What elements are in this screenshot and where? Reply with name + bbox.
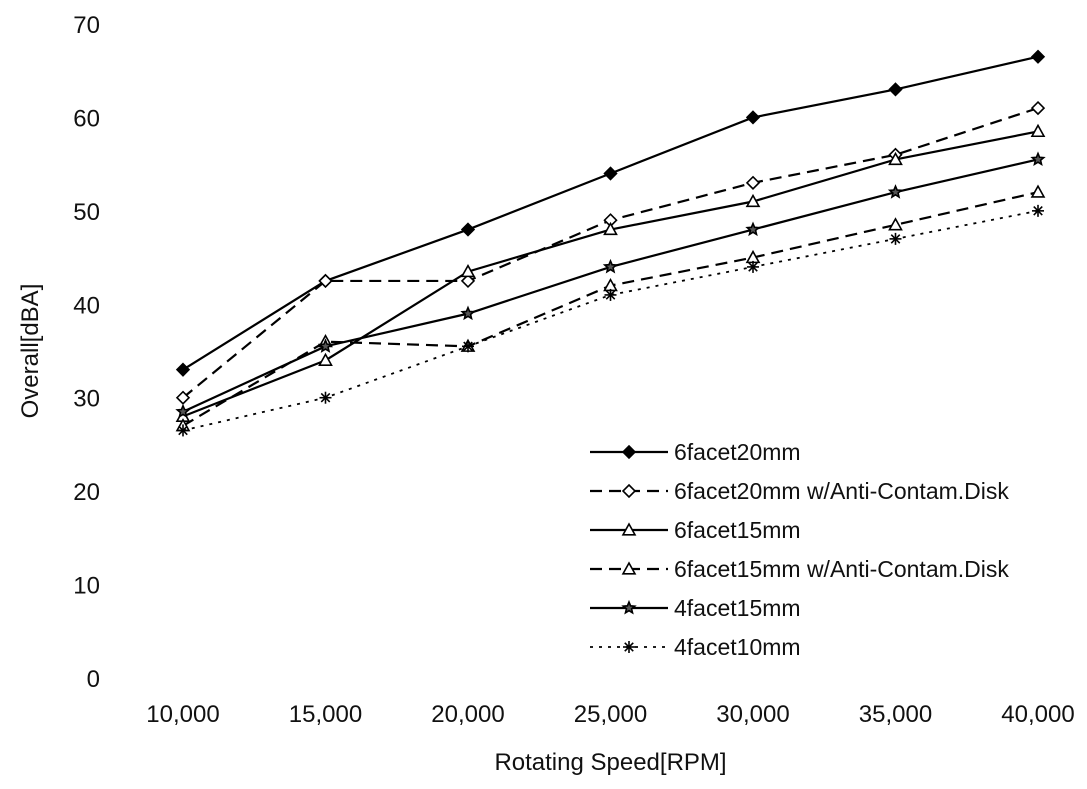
series-point xyxy=(462,340,474,352)
y-tick-label: 40 xyxy=(73,292,100,319)
series-point xyxy=(605,289,617,301)
x-tick-label: 35,000 xyxy=(859,701,932,728)
y-axis-ticks: 0 10 20 30 40 50 60 70 xyxy=(73,12,100,693)
series-point xyxy=(747,261,759,273)
x-tick-label: 15,000 xyxy=(289,701,362,728)
series-point xyxy=(747,177,759,189)
y-tick-label: 70 xyxy=(73,12,100,39)
series-point xyxy=(605,261,616,272)
series-point xyxy=(462,224,474,236)
series-2 xyxy=(177,102,1044,404)
series-line xyxy=(183,108,1038,398)
series-point xyxy=(320,354,332,365)
y-tick-label: 20 xyxy=(73,479,100,506)
series-point xyxy=(1032,186,1044,197)
series-point xyxy=(177,364,189,376)
series-point xyxy=(320,392,332,404)
y-axis-label: Overall[dBA] xyxy=(17,284,44,419)
series-6 xyxy=(177,205,1044,437)
series-point xyxy=(605,167,617,179)
x-tick-label: 40,000 xyxy=(1001,701,1074,728)
x-tick-label: 20,000 xyxy=(431,701,504,728)
series-point xyxy=(462,308,473,319)
x-tick-label: 30,000 xyxy=(716,701,789,728)
legend-label: 4facet15mm xyxy=(674,595,801,621)
x-axis-label: Rotating Speed[RPM] xyxy=(494,749,726,776)
y-tick-label: 10 xyxy=(73,573,100,600)
series-point xyxy=(1032,102,1044,114)
legend-label: 6facet20mm w/Anti-Contam.Disk xyxy=(674,478,1009,504)
legend-label: 6facet15mm xyxy=(674,517,801,543)
series-point xyxy=(1032,51,1044,63)
series-line xyxy=(183,211,1038,431)
series-point xyxy=(890,186,901,197)
y-tick-label: 0 xyxy=(87,666,100,693)
x-tick-label: 25,000 xyxy=(574,701,647,728)
series-point xyxy=(890,83,902,95)
series-point xyxy=(1032,205,1044,217)
legend-marker xyxy=(623,641,635,653)
y-tick-label: 30 xyxy=(73,386,100,413)
series-point xyxy=(890,219,902,230)
legend-label: 6facet15mm w/Anti-Contam.Disk xyxy=(674,556,1009,582)
legend-label: 4facet10mm xyxy=(674,634,801,660)
series-point xyxy=(177,424,189,436)
x-tick-label: 10,000 xyxy=(146,701,219,728)
series-point xyxy=(890,233,902,245)
legend-label: 6facet20mm xyxy=(674,439,801,465)
series-point xyxy=(747,111,759,123)
series-point xyxy=(1032,125,1044,136)
y-tick-label: 60 xyxy=(73,105,100,132)
series-point xyxy=(1032,153,1043,164)
series-point xyxy=(747,224,758,235)
x-axis-ticks: 10,000 15,000 20,000 25,000 30,000 35,000 40,0… xyxy=(146,701,1074,728)
y-tick-label: 50 xyxy=(73,199,100,226)
plot-area xyxy=(177,51,1044,437)
legend: 6facet20mm 6facet20mm w/Anti-Contam.Disk 6… xyxy=(578,428,1078,686)
